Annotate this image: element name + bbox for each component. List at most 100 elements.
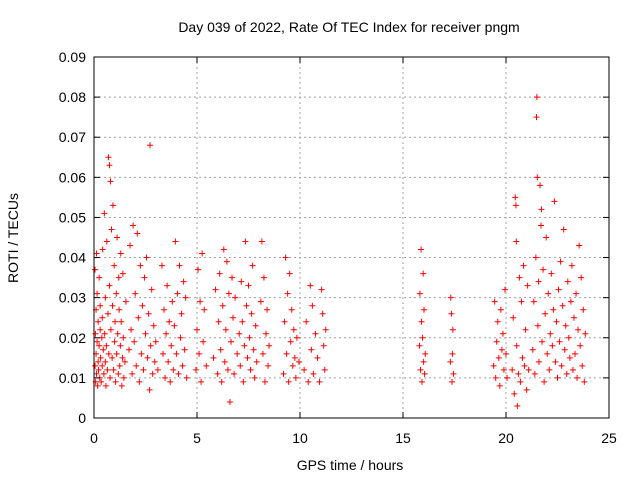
data-point — [449, 326, 456, 333]
data-point — [171, 322, 178, 329]
data-point — [210, 354, 217, 361]
data-point — [199, 250, 206, 257]
data-point — [568, 262, 575, 269]
data-point — [133, 362, 140, 369]
data-point — [238, 278, 245, 285]
data-point — [161, 306, 168, 313]
data-point — [510, 314, 517, 321]
data-point — [220, 246, 227, 253]
data-point — [261, 378, 268, 385]
data-point — [175, 370, 182, 377]
y-tick-label: 0.03 — [59, 290, 86, 306]
data-point — [105, 154, 112, 161]
data-point — [417, 366, 424, 373]
data-point — [134, 230, 141, 237]
data-point — [553, 318, 560, 325]
data-point — [96, 274, 103, 281]
data-point — [219, 302, 226, 309]
data-point — [96, 342, 103, 349]
data-point — [318, 286, 325, 293]
data-point — [138, 350, 145, 357]
data-point — [101, 330, 108, 337]
data-point — [515, 370, 522, 377]
data-point — [418, 246, 425, 253]
data-point — [154, 366, 161, 373]
data-point — [107, 326, 114, 333]
data-point — [447, 294, 454, 301]
y-tick-label: 0.07 — [59, 129, 86, 145]
data-point — [293, 334, 300, 341]
data-point — [135, 314, 142, 321]
data-point — [103, 238, 110, 245]
data-point — [320, 342, 327, 349]
x-tick-label: 0 — [90, 430, 98, 446]
data-point — [139, 302, 146, 309]
data-point — [531, 370, 538, 377]
data-point — [538, 222, 545, 229]
data-point — [292, 374, 299, 381]
data-point — [243, 302, 250, 309]
x-tick-label: 10 — [292, 430, 308, 446]
data-point — [166, 318, 173, 325]
data-point — [574, 374, 581, 381]
data-point — [518, 298, 525, 305]
data-point — [253, 358, 260, 365]
data-point — [117, 342, 124, 349]
data-point — [248, 310, 255, 317]
data-point — [169, 298, 176, 305]
data-point — [179, 362, 186, 369]
data-point — [221, 358, 228, 365]
data-point — [95, 366, 102, 373]
data-point — [307, 282, 314, 289]
data-point — [529, 346, 536, 353]
data-point — [499, 330, 506, 337]
data-point — [548, 270, 555, 277]
data-point — [418, 318, 425, 325]
data-point — [533, 94, 540, 101]
data-point — [516, 274, 523, 281]
data-point — [172, 238, 179, 245]
data-point — [114, 330, 121, 337]
data-point — [322, 326, 329, 333]
data-point — [113, 290, 120, 297]
data-point — [170, 366, 177, 373]
data-point — [258, 238, 265, 245]
data-point — [215, 318, 222, 325]
data-point — [92, 266, 99, 273]
data-point — [265, 362, 272, 369]
data-point — [564, 278, 571, 285]
data-point — [579, 362, 586, 369]
data-point — [419, 334, 426, 341]
data-point — [523, 386, 530, 393]
y-tick-label: 0.04 — [59, 250, 86, 266]
data-point — [140, 366, 147, 373]
data-point — [217, 346, 224, 353]
data-point — [240, 378, 247, 385]
data-point — [163, 330, 170, 337]
data-point — [522, 326, 529, 333]
data-point — [546, 366, 553, 373]
data-point — [491, 298, 498, 305]
data-point — [319, 310, 326, 317]
data-point — [118, 318, 125, 325]
data-point — [544, 350, 551, 357]
data-point — [232, 294, 239, 301]
data-point — [142, 330, 149, 337]
plot-frame — [93, 56, 610, 419]
data-point — [555, 286, 562, 293]
data-point — [576, 242, 583, 249]
data-point — [225, 290, 232, 297]
data-point — [97, 302, 104, 309]
data-point — [249, 262, 256, 269]
data-point — [241, 342, 248, 349]
data-point — [266, 342, 273, 349]
data-point — [121, 358, 128, 365]
y-tick-label: 0.09 — [59, 49, 86, 65]
data-point — [281, 318, 288, 325]
data-point — [288, 306, 295, 313]
data-point — [174, 290, 181, 297]
data-point — [551, 198, 558, 205]
data-point — [421, 370, 428, 377]
data-point — [165, 358, 172, 365]
data-point — [421, 306, 428, 313]
